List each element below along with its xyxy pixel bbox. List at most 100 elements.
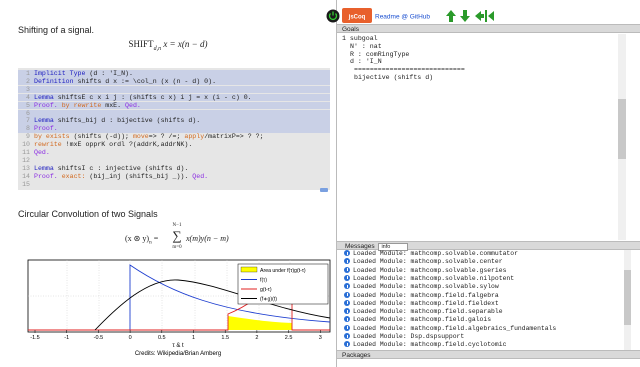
code-token: Qed. — [34, 149, 50, 156]
x-tick-label: 0.5 — [158, 335, 166, 341]
code-token: shiftsE c x i j : (shifts c x) i j = x (… — [53, 93, 252, 101]
info-icon — [344, 250, 350, 256]
info-icon — [344, 333, 350, 339]
goals-header[interactable]: Goals — [337, 24, 640, 33]
logo[interactable] — [342, 8, 372, 23]
legend-swatch — [240, 266, 258, 273]
logo-text: jsCoq — [348, 15, 366, 21]
info-icon — [344, 316, 350, 323]
packages-header[interactable]: Packages — [337, 350, 640, 359]
info-icon — [344, 291, 350, 298]
message: Loaded Module: Dsp.dspsupport — [344, 333, 464, 342]
formula-rhs: x(m)y(n − m) — [186, 234, 229, 243]
readme-link[interactable]: Readme @ GitHub — [375, 14, 430, 21]
line-number: 2 — [26, 77, 30, 85]
line-number: 7 — [26, 117, 30, 125]
message-text: Loaded Module: mathcomp.field.falgebra — [353, 291, 499, 299]
convolution-figure: Area under f(τ)g(t-τ) f(τ) g(t-τ) (f∗g)(… — [27, 259, 331, 357]
code-token: !mxE opprK ordl ?(addrK,addrNK). — [61, 141, 193, 149]
code-token: apply — [184, 133, 205, 141]
formula-lhs-text: (x ⊛ y) — [125, 234, 150, 243]
code-token: Lemma — [34, 164, 54, 172]
code-token: by rewrite — [57, 101, 102, 109]
code-token: (shifts (-d)); — [69, 133, 133, 141]
legend-label: f(τ) — [260, 278, 267, 284]
x-tick-label: 3 — [319, 335, 322, 341]
info-icon — [344, 341, 350, 348]
code-token: Qed. — [125, 101, 141, 109]
message: Loaded Module: mathcomp.field.falgebra — [344, 291, 499, 301]
code-line: 2 Definition shifts d x := \col_n (x (n -… — [18, 77, 330, 86]
info-icon — [344, 283, 350, 290]
message: Loaded Module: mathcomp.solvable.gseries — [344, 266, 506, 276]
code-line: 3 — [18, 85, 330, 94]
message-text: Loaded Module: mathcomp.field.algebraics… — [353, 324, 557, 332]
x-tick-label: -0.5 — [94, 335, 103, 341]
goal-line: 1 subgoal — [342, 35, 378, 42]
code-token: Qed. — [192, 172, 209, 180]
info-icon — [344, 274, 350, 281]
goal-line: d : 'I_N — [350, 58, 382, 66]
formula-lhs-sub: n — [149, 239, 152, 246]
legend-label: Area under f(τ)g(t-τ) — [260, 268, 306, 274]
code-line: 4 Lemma shiftsE c x i j : (shifts c x) i … — [18, 93, 330, 102]
line-number: 10 — [22, 141, 30, 149]
formula-sub: d,n — [153, 45, 162, 52]
message-text: Loaded Module: mathcomp.field.cyclotomic — [353, 341, 507, 349]
credit: Credits: Wikipedia/Brian Amberg — [135, 351, 221, 357]
f-curve — [28, 264, 331, 331]
info-icon — [344, 266, 350, 273]
editor-handle[interactable] — [320, 188, 328, 192]
x-ticks: -1.5 -1 -0.5 0 0.5 1 1.5 2 2.5 3 — [30, 330, 322, 341]
scrollbar-thumb[interactable] — [624, 270, 631, 325]
line-number: 8 — [26, 125, 30, 133]
formula-lhs: (x ⊛ y)n = — [125, 234, 158, 246]
message: Loaded Module: mathcomp.solvable.commuta… — [344, 250, 518, 259]
line-number: 5 — [26, 101, 30, 109]
line-number: 14 — [22, 172, 30, 180]
line-number: 13 — [22, 164, 30, 172]
code-line: 15 — [18, 181, 330, 189]
code-editor[interactable]: 1 Implicit Type (d : 'I_N). 2 Definition sh… — [18, 68, 330, 190]
formula-eq: = — [153, 234, 159, 243]
info-icon — [344, 258, 350, 265]
section-title: Shifting of a signal. — [18, 25, 95, 35]
line-number: 12 — [22, 156, 30, 164]
info-icon — [344, 299, 350, 306]
code-token: Definition — [34, 77, 74, 85]
code-line: 10 rewrite !mxE opprK ordl ?(addrK,addrNK… — [18, 141, 330, 149]
level-select[interactable]: info — [378, 243, 409, 251]
line-number: 11 — [22, 149, 30, 156]
x-tick-label: 2 — [255, 335, 258, 341]
code-token: Lemma — [34, 93, 54, 101]
to-cursor-button[interactable] — [475, 10, 494, 22]
code-line: 14 Proof. exact: (bij_inj (shifts_bij _))… — [18, 173, 330, 181]
info-icon — [344, 324, 350, 331]
message: Loaded Module: mathcomp.solvable.sylow — [344, 283, 499, 292]
x-label: τ & t — [172, 343, 184, 349]
x-tick-label: 1 — [192, 335, 195, 341]
scrollbar[interactable] — [618, 34, 626, 240]
code-token: Proof. — [34, 101, 58, 109]
message: Loaded Module: mathcomp.solvable.center — [344, 258, 503, 267]
messages-title: Messages — [345, 243, 375, 250]
power-button[interactable] — [326, 9, 340, 23]
code-token: Proof. — [34, 172, 58, 180]
scrollbar-thumb[interactable] — [618, 99, 626, 159]
message-text: Loaded Module: mathcomp.solvable.nilpote… — [353, 274, 515, 282]
code-token: /matrixP=> ? ?; — [204, 133, 264, 141]
info-icon — [344, 308, 350, 315]
scrollbar[interactable] — [624, 250, 631, 350]
code-line: 11 Qed. — [18, 149, 330, 157]
code-line: 13 Lemma shiftsI c : injective (shifts d)… — [18, 165, 330, 173]
sum-upper: N−1 — [172, 223, 182, 228]
x-tick-label: -1.5 — [30, 335, 39, 341]
step-up-button[interactable] — [446, 10, 456, 22]
goal-line: ============================ — [354, 66, 465, 74]
sum-lower: m=0 — [172, 245, 182, 250]
step-down-button[interactable] — [460, 10, 470, 22]
power-icon — [328, 13, 338, 21]
code-line: 1 Implicit Type (d : 'I_N). — [18, 70, 330, 78]
goal-line: R : comRingType — [350, 50, 410, 58]
